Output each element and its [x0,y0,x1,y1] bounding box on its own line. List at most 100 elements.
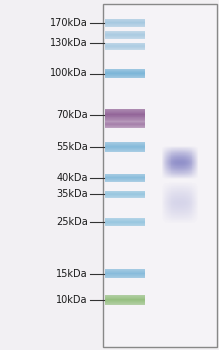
Bar [164,170,165,171]
Bar [175,165,176,166]
Bar [175,153,176,154]
Bar [162,153,163,154]
Bar [188,189,189,190]
Bar [190,203,191,204]
Bar [179,191,180,192]
Bar [176,166,177,167]
Bar [168,219,169,220]
Bar [182,220,183,221]
Bar [165,146,166,147]
Bar [175,196,176,197]
Bar [171,220,172,221]
Bar [187,187,188,188]
Bar [164,218,165,219]
Bar [175,177,176,178]
Bar [188,221,189,222]
Bar [163,175,164,176]
Bar [172,154,173,155]
Bar [166,172,167,173]
Bar [178,195,179,196]
Bar [169,149,170,150]
Bar [176,221,177,222]
Bar [180,182,181,183]
Bar [190,204,191,205]
Bar [189,205,190,206]
Bar [194,167,195,168]
Bar [188,182,189,183]
Bar [196,150,197,151]
Bar [188,206,189,207]
Bar [191,153,193,154]
Bar [164,177,165,178]
Bar [170,193,171,194]
Bar [194,178,195,179]
Bar [178,202,179,203]
Bar [169,221,170,222]
Bar [168,192,169,193]
Bar [166,185,167,186]
Bar [191,194,193,195]
Bar [178,192,179,193]
Bar [181,210,182,211]
Bar [181,213,182,214]
Bar [184,198,185,199]
Bar [182,172,183,173]
Bar [183,157,184,158]
Bar [175,211,176,212]
Bar [166,155,167,156]
Bar [174,208,175,209]
Bar [173,186,174,187]
Bar [190,150,191,151]
Bar [189,192,190,193]
Bar [189,158,190,159]
Bar [172,196,173,197]
Bar [170,191,171,192]
Bar [170,186,171,187]
Bar [170,161,171,162]
Bar [180,216,181,217]
Bar [178,170,179,171]
Bar [191,214,193,215]
Bar [191,157,193,158]
Bar [175,152,176,153]
Bar [164,165,165,166]
Bar [178,198,179,199]
Bar [174,195,175,196]
Bar [179,222,180,223]
Bar [187,202,188,203]
Bar [189,198,190,199]
Bar [171,210,172,211]
Bar [179,211,180,212]
Bar [196,177,197,178]
Bar [169,169,170,170]
Bar [172,163,173,164]
Bar [171,178,172,179]
Bar [196,155,197,156]
Bar [187,210,188,211]
Bar [185,164,186,165]
Bar [171,188,172,189]
Bar [194,150,195,151]
Bar [194,197,195,198]
Bar [167,205,168,206]
Bar [167,183,168,184]
Bar [169,204,170,205]
Bar [195,152,196,153]
Bar [169,195,170,196]
Bar [182,200,183,201]
Bar [178,173,179,174]
Bar [178,191,179,192]
Bar [181,190,182,191]
Bar [190,197,191,198]
Bar [166,208,167,209]
Bar [168,222,169,223]
Bar [194,219,195,220]
Bar [187,217,188,218]
Bar [181,178,182,179]
Bar [184,211,185,212]
Bar [196,162,197,163]
Bar [166,148,167,149]
Bar [186,174,187,175]
Bar [172,155,173,156]
Bar [184,208,185,209]
